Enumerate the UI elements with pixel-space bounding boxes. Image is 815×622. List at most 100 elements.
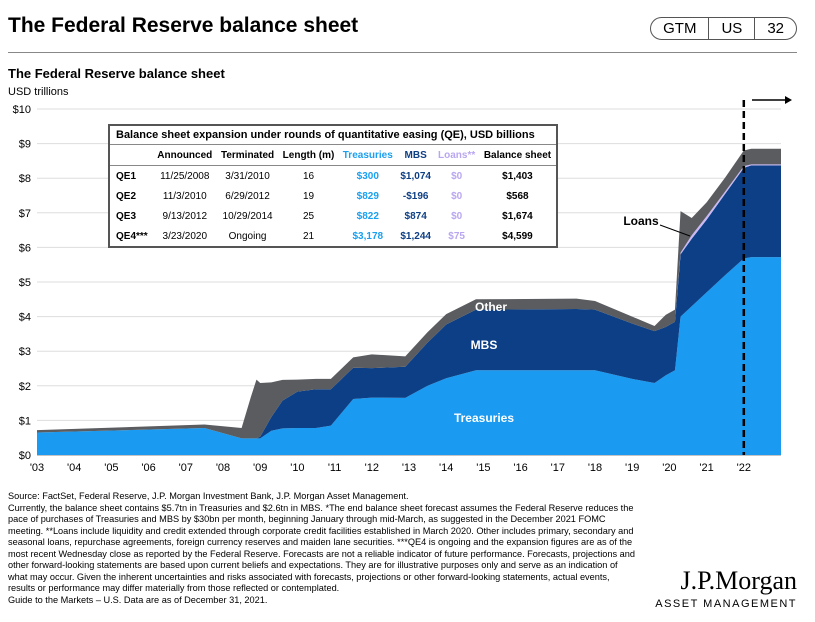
qe-cell: Ongoing <box>228 230 267 242</box>
x-tick-label: '07 <box>179 462 193 474</box>
qe-table-row: QE2 11/3/2010 6/29/2012 19 $829 -$196 $0 $568 <box>110 186 556 206</box>
x-tick-label: '16 <box>513 462 527 474</box>
qe-cell: 10/29/2014 <box>222 210 273 222</box>
x-tick-label: '09 <box>253 462 267 474</box>
disclaimer-note: Currently, the balance sheet contains $5… <box>8 502 635 594</box>
qe-header-cell: MBS <box>396 145 435 166</box>
qe-cell: $300 <box>356 170 379 182</box>
qe-cell: $0 <box>451 210 463 222</box>
qe-cell: $0 <box>451 170 463 182</box>
area-treasuries <box>37 257 781 455</box>
x-tick-label: '04 <box>67 462 81 474</box>
qe-cell: QE2 <box>116 190 137 202</box>
mbs-label: MBS <box>471 338 498 352</box>
qe-header-cell: Treasuries <box>338 145 397 166</box>
page-title: The Federal Reserve balance sheet <box>8 14 359 37</box>
qe-header-cell <box>110 145 153 166</box>
qe-cell: 9/13/2012 <box>162 210 208 222</box>
loans-label: Loans <box>623 214 659 228</box>
qe-cell: -$196 <box>402 190 429 202</box>
y-tick-label: $10 <box>13 104 31 116</box>
qe-cell: $568 <box>506 190 529 202</box>
qe-cell: $1,674 <box>502 210 533 222</box>
other-label: Other <box>475 300 507 314</box>
qe-cell: $1,074 <box>400 170 431 182</box>
qe-table-row: QE3 9/13/2012 10/29/2014 25 $822 $874 $0 $1,674 <box>110 206 556 226</box>
x-tick-label: '12 <box>365 462 379 474</box>
qe-cell: 3/31/2010 <box>225 170 270 182</box>
qe-table-row: QE4*** 3/23/2020 Ongoing 21 $3,178 $1,244 $75 $… <box>110 226 556 246</box>
qe-cell: $3,178 <box>352 230 384 242</box>
y-tick-label: $9 <box>19 139 31 151</box>
qe-cell: 25 <box>302 210 315 222</box>
qe-cell: $4,599 <box>502 230 533 242</box>
qe-cell: QE4*** <box>116 230 148 242</box>
qe-cell: 6/29/2012 <box>225 190 270 202</box>
qe-header-cell: Length (m) <box>278 145 339 166</box>
x-tick-label: '14 <box>439 462 453 474</box>
area-mbs <box>37 165 781 439</box>
qe-cell: $829 <box>356 190 379 202</box>
page-badges: GTM US 32 <box>650 17 797 40</box>
qe-cell: 19 <box>302 190 315 202</box>
y-tick-label: $0 <box>19 450 31 462</box>
y-tick-label: $7 <box>19 208 31 220</box>
x-tick-label: '03 <box>30 462 44 474</box>
chart-subtitle: The Federal Reserve balance sheet <box>8 66 225 81</box>
qe-cell: QE1 <box>116 170 137 182</box>
date-note: Guide to the Markets – U.S. Data are as … <box>8 594 268 605</box>
x-tick-label: '11 <box>328 462 342 474</box>
y-tick-label: $3 <box>19 346 31 358</box>
badge-us: US <box>708 18 754 39</box>
footnotes: Source: FactSet, Federal Reserve, J.P. M… <box>8 491 638 606</box>
x-tick-label: '20 <box>662 462 676 474</box>
x-tick-label: '13 <box>402 462 416 474</box>
qe-cell: 3/23/2020 <box>162 230 208 242</box>
qe-cell: $75 <box>448 230 465 242</box>
qe-cell: 16 <box>302 170 315 182</box>
qe-table-row: QE1 11/25/2008 3/31/2010 16 $300 $1,074 $0 $1,4… <box>110 166 556 187</box>
qe-table: Balance sheet expansion under rounds of … <box>108 124 558 248</box>
x-tick-label: '06 <box>141 462 155 474</box>
logo-name: J.P.Morgan <box>680 566 797 595</box>
qe-cell: $1,403 <box>502 170 533 182</box>
y-tick-label: $1 <box>19 415 31 427</box>
qe-table-header: Announced Terminated Length (m) Treasuries M… <box>110 145 556 166</box>
x-tick-label: '15 <box>476 462 490 474</box>
y-tick-label: $4 <box>19 312 31 324</box>
treasuries-label: Treasuries <box>454 411 514 425</box>
y-tick-label: $2 <box>19 381 31 393</box>
qe-cell: $822 <box>356 210 379 222</box>
y-unit-label: USD trillions <box>8 86 69 98</box>
logo-sub: ASSET MANAGEMENT <box>655 598 797 610</box>
qe-cell: 11/3/2010 <box>162 190 207 202</box>
x-tick-label: '18 <box>588 462 602 474</box>
forecast-arrowhead <box>785 96 792 104</box>
y-tick-label: $6 <box>19 242 31 254</box>
divider <box>8 52 797 53</box>
jpmorgan-logo: J.P.Morgan ASSET MANAGEMENT <box>655 566 797 610</box>
qe-cell: QE3 <box>116 210 137 222</box>
y-tick-label: $5 <box>19 277 31 289</box>
x-tick-label: '05 <box>104 462 118 474</box>
qe-cell: 21 <box>302 230 315 242</box>
qe-cell: 11/25/2008 <box>160 170 210 182</box>
qe-table-caption: Balance sheet expansion under rounds of … <box>110 126 556 145</box>
qe-header-cell: Announced <box>152 145 217 166</box>
badge-page: 32 <box>754 18 796 39</box>
x-tick-label: '21 <box>699 462 713 474</box>
y-tick-label: $8 <box>19 173 31 185</box>
qe-cell: $1,244 <box>400 230 431 242</box>
x-tick-label: '17 <box>551 462 565 474</box>
x-tick-label: '22 <box>737 462 751 474</box>
loans-pointer <box>659 224 691 237</box>
qe-cell: $874 <box>404 210 427 222</box>
source-note: Source: FactSet, Federal Reserve, J.P. M… <box>8 491 409 501</box>
qe-header-cell: Balance sheet <box>478 145 556 166</box>
x-tick-label: '19 <box>625 462 639 474</box>
x-tick-label: '08 <box>216 462 230 474</box>
qe-cell: $0 <box>451 190 463 202</box>
qe-header-cell: Loans** <box>434 145 479 166</box>
x-tick-label: '10 <box>290 462 304 474</box>
badge-gtm: GTM <box>663 20 697 37</box>
